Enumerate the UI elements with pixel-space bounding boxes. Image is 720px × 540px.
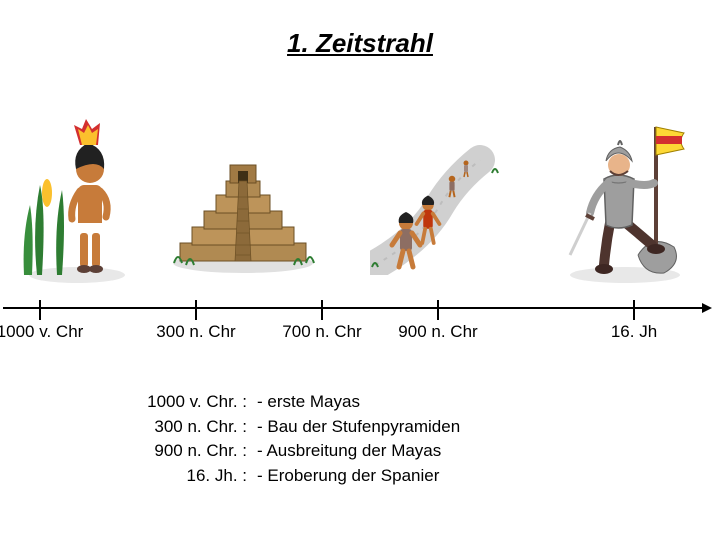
legend-desc: - Eroberung der Spanier bbox=[253, 464, 439, 489]
tick-label-1: 1000 v. Chr bbox=[0, 322, 83, 342]
tick-label-5: 16. Jh bbox=[611, 322, 657, 342]
legend-desc: - Ausbreitung der Mayas bbox=[253, 439, 441, 464]
legend-date: 16. Jh. : bbox=[125, 464, 253, 489]
legend-desc: - erste Mayas bbox=[253, 390, 360, 415]
legend-date: 300 n. Chr. : bbox=[125, 415, 253, 440]
tick-label-3: 700 n. Chr bbox=[282, 322, 361, 342]
legend-row: 1000 v. Chr. : - erste Mayas bbox=[125, 390, 460, 415]
legend-block: 1000 v. Chr. : - erste Mayas 300 n. Chr.… bbox=[125, 390, 460, 489]
legend-desc: - Bau der Stufenpyramiden bbox=[253, 415, 460, 440]
legend-row: 900 n. Chr. : - Ausbreitung der Mayas bbox=[125, 439, 460, 464]
maya-farmer-icon bbox=[22, 115, 132, 285]
maya-spread-icon bbox=[370, 145, 505, 275]
illustration-row bbox=[0, 115, 720, 290]
tick-label-4: 900 n. Chr bbox=[398, 322, 477, 342]
tick-label-2: 300 n. Chr bbox=[156, 322, 235, 342]
step-pyramid-icon bbox=[168, 145, 318, 275]
legend-row: 16. Jh. : - Eroberung der Spanier bbox=[125, 464, 460, 489]
page-title: 1. Zeitstrahl bbox=[0, 28, 720, 59]
legend-date: 900 n. Chr. : bbox=[125, 439, 253, 464]
conquistador-icon bbox=[560, 115, 690, 285]
legend-row: 300 n. Chr. : - Bau der Stufenpyramiden bbox=[125, 415, 460, 440]
legend-date: 1000 v. Chr. : bbox=[125, 390, 253, 415]
